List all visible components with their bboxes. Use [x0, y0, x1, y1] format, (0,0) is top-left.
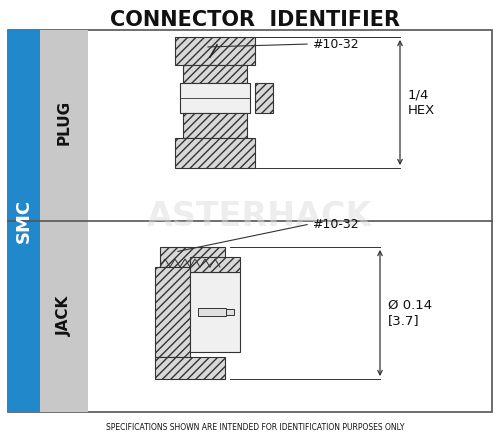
Bar — [180, 83, 250, 113]
Bar — [183, 65, 247, 83]
Bar — [155, 267, 190, 357]
Bar — [183, 113, 247, 138]
Bar — [8, 30, 492, 412]
Bar — [226, 309, 234, 315]
Bar — [8, 30, 40, 412]
Text: 1/4
HEX: 1/4 HEX — [408, 88, 435, 117]
Text: JACK: JACK — [56, 296, 72, 336]
Bar — [190, 257, 240, 272]
Bar — [155, 357, 225, 379]
Text: PLUG: PLUG — [56, 99, 72, 145]
Text: SMC: SMC — [15, 199, 33, 243]
Bar — [175, 37, 255, 65]
Bar — [160, 247, 225, 267]
Text: #10-32: #10-32 — [312, 38, 358, 50]
Text: ASTERHACK: ASTERHACK — [148, 201, 372, 233]
Text: CONNECTOR  IDENTIFIER: CONNECTOR IDENTIFIER — [110, 10, 400, 30]
Bar — [40, 30, 88, 412]
Bar — [190, 272, 240, 352]
Bar — [175, 138, 255, 168]
Text: SPECIFICATIONS SHOWN ARE INTENDED FOR IDENTIFICATION PURPOSES ONLY: SPECIFICATIONS SHOWN ARE INTENDED FOR ID… — [106, 423, 404, 431]
Bar — [198, 308, 226, 316]
Text: Ø 0.14
[3.7]: Ø 0.14 [3.7] — [388, 299, 432, 327]
Bar — [255, 83, 273, 113]
Text: #10-32: #10-32 — [312, 217, 358, 230]
